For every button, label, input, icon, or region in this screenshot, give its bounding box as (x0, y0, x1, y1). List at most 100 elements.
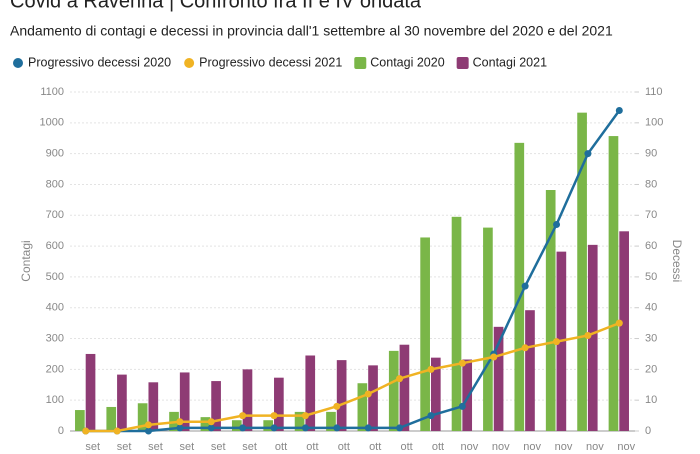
line-point (333, 402, 341, 410)
y-tick-label: 0 (58, 425, 64, 437)
bar (462, 359, 473, 431)
y2-tick-label: 20 (645, 363, 657, 375)
line (85, 109, 621, 433)
x-tick-label: set (180, 441, 195, 453)
line-point (144, 427, 152, 435)
bar (577, 112, 587, 431)
bar (179, 372, 190, 431)
bar (148, 382, 159, 431)
line (85, 321, 620, 433)
line-point (301, 412, 309, 420)
line-point (458, 402, 466, 410)
line-point (333, 424, 341, 432)
x-tick-label: ott (306, 441, 318, 453)
bar (117, 374, 127, 431)
bar (137, 403, 148, 431)
bar (514, 142, 525, 431)
legend-swatch (13, 58, 23, 68)
line-point (270, 412, 278, 420)
y-tick-label: 900 (46, 148, 64, 160)
bar (587, 244, 598, 431)
legend-label: Progressivo decessi 2021 (199, 55, 342, 69)
bar (85, 353, 96, 431)
bar (231, 420, 242, 431)
line-point (396, 424, 404, 432)
x-tick-label: nov (617, 441, 635, 453)
y-tick-label: 300 (46, 332, 64, 344)
line-point (427, 412, 435, 420)
line-point (207, 424, 215, 432)
bar (619, 231, 629, 431)
y-axis-title: Contagi (19, 240, 33, 281)
line-point (144, 421, 152, 429)
line-point (396, 375, 404, 383)
y2-axis-title: Decessi (670, 240, 684, 283)
x-tick-label: set (85, 441, 100, 453)
x-tick-label: ott (338, 441, 350, 453)
x-tick-label: nov (492, 441, 510, 453)
x-tick-label: nov (523, 441, 541, 453)
line-point (553, 338, 561, 346)
x-tick-label: ott (400, 441, 412, 453)
x-tick-label: nov (555, 441, 573, 453)
y2-tick-label: 70 (645, 209, 657, 221)
bar (274, 377, 284, 431)
y2-tick-label: 110 (645, 86, 663, 98)
line-point (270, 424, 278, 432)
line-point (176, 418, 184, 426)
y-tick-label: 800 (46, 178, 64, 190)
y-tick-label: 400 (46, 302, 64, 314)
y2-tick-label: 0 (645, 425, 651, 437)
x-tick-label: set (117, 441, 132, 453)
bar (75, 410, 85, 431)
legend-swatch (184, 58, 195, 68)
line-point (584, 331, 592, 339)
y2-tick-label: 50 (645, 271, 657, 283)
line-point (364, 424, 372, 432)
bar (420, 237, 430, 431)
bar (106, 406, 117, 431)
bar (483, 227, 493, 431)
line-point (176, 424, 184, 432)
legend-label: Contagi 2020 (370, 55, 444, 69)
chart-subtitle: Andamento di contagi e decessi in provin… (10, 23, 613, 39)
legend-swatch (354, 57, 367, 69)
bar (608, 136, 619, 431)
line-point (615, 319, 623, 327)
y-tick-label: 600 (46, 240, 64, 252)
line-point (553, 221, 561, 229)
bar (326, 411, 336, 431)
y2-tick-label: 80 (645, 178, 657, 190)
y2-tick-label: 60 (645, 240, 657, 252)
line-point (458, 359, 466, 367)
y-tick-label: 1000 (40, 117, 64, 129)
y-tick-label: 1100 (40, 86, 64, 98)
bar (388, 350, 399, 431)
x-tick-label: set (148, 441, 163, 453)
line-point (113, 427, 121, 435)
bar (399, 344, 410, 431)
x-tick-label: ott (369, 441, 381, 453)
x-tick-label: nov (586, 441, 604, 453)
x-tick-label: ott (432, 441, 444, 453)
line-point (521, 282, 529, 290)
bar (242, 369, 253, 431)
line-point (301, 424, 309, 432)
bar (211, 381, 221, 431)
y2-tick-label: 30 (645, 332, 657, 344)
x-tick-label: set (211, 441, 226, 453)
chart-title: Covid a Ravenna | Confronto fra II e IV … (10, 0, 422, 12)
y-tick-label: 100 (46, 394, 64, 406)
line-point (490, 353, 498, 361)
bar (305, 355, 316, 431)
y2-tick-label: 40 (645, 302, 657, 314)
line-point (615, 106, 623, 114)
x-tick-label: nov (460, 441, 478, 453)
bar (451, 216, 462, 431)
line-point (521, 344, 529, 352)
bar (545, 190, 556, 431)
bar (357, 383, 368, 431)
legend-swatch (456, 57, 469, 69)
y-tick-label: 500 (46, 271, 64, 283)
